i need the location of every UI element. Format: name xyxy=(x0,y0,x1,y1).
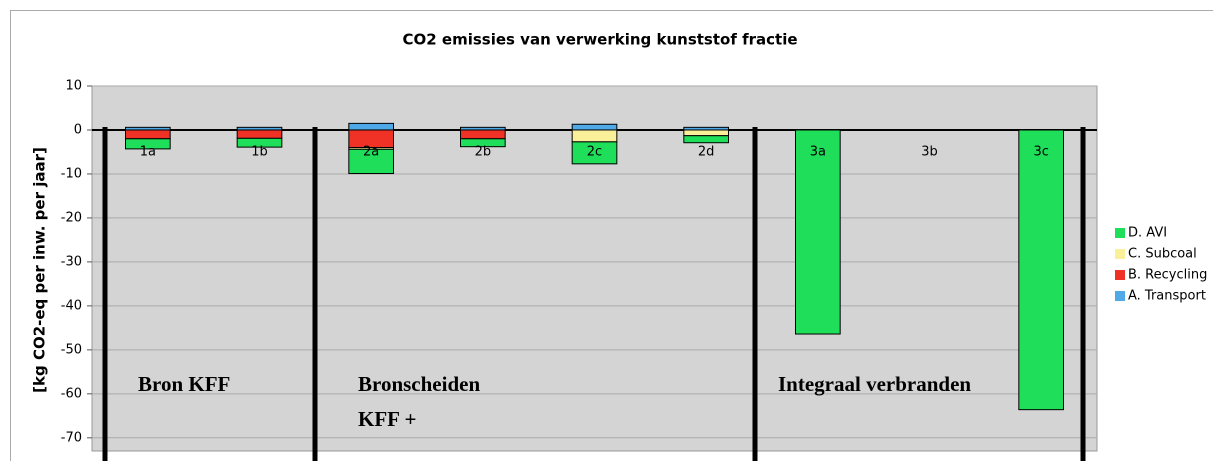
annotation: Integraal verbranden xyxy=(778,372,971,396)
y-tick-label: -50 xyxy=(61,342,82,357)
bar-segment xyxy=(460,129,506,140)
legend-label: D. AVI xyxy=(1128,226,1167,241)
bar-segment xyxy=(125,129,171,140)
chart-title: CO2 emissies van verwerking kunststof fr… xyxy=(402,31,797,49)
y-axis-label: [kg CO2-eq per inw. per jaar] xyxy=(31,147,49,393)
bar-segment xyxy=(125,138,171,150)
y-tick-label: -30 xyxy=(61,254,82,269)
legend-label: C. Subcoal xyxy=(1128,247,1197,262)
legend-swatch xyxy=(1115,249,1125,259)
bar-segment xyxy=(571,123,618,131)
bar-segment xyxy=(571,141,618,165)
bar-segment xyxy=(236,129,283,139)
y-tick-label: -20 xyxy=(61,210,82,225)
legend-swatch xyxy=(1115,270,1125,280)
category-label: 3a xyxy=(810,144,826,159)
bar-segment xyxy=(571,129,618,143)
y-tick-label: 10 xyxy=(65,79,82,94)
y-tick-label: 0 xyxy=(74,122,82,137)
category-label: 2c xyxy=(587,144,602,159)
legend-label: B. Recycling xyxy=(1128,268,1207,283)
bar-segment xyxy=(683,135,729,144)
y-tick-label: -70 xyxy=(61,430,82,445)
y-tick-label: -60 xyxy=(61,386,82,401)
y-tick-label: -10 xyxy=(61,166,82,181)
category-label: 2b xyxy=(475,144,492,159)
legend-swatch xyxy=(1115,291,1125,301)
annotation: Bronscheiden xyxy=(358,372,480,396)
legend-label: A. Transport xyxy=(1128,289,1206,304)
bar-segment xyxy=(1018,129,1064,411)
category-label: 2d xyxy=(698,144,715,159)
y-tick-label: -40 xyxy=(61,298,82,313)
category-label: 1b xyxy=(251,144,268,159)
bar-segment xyxy=(683,129,729,137)
bar-segment xyxy=(795,129,841,335)
bar-segment xyxy=(348,148,395,175)
category-label: 3b xyxy=(921,144,938,159)
bar-segment xyxy=(348,122,395,131)
annotation: KFF + xyxy=(358,407,416,431)
category-label: 3c xyxy=(1033,144,1048,159)
legend-swatch xyxy=(1115,228,1125,238)
category-label: 2a xyxy=(363,144,379,159)
category-label: 1a xyxy=(140,144,156,159)
bar-segment xyxy=(460,138,506,148)
annotation: Bron KFF xyxy=(138,372,230,396)
bar-segment xyxy=(236,137,283,148)
